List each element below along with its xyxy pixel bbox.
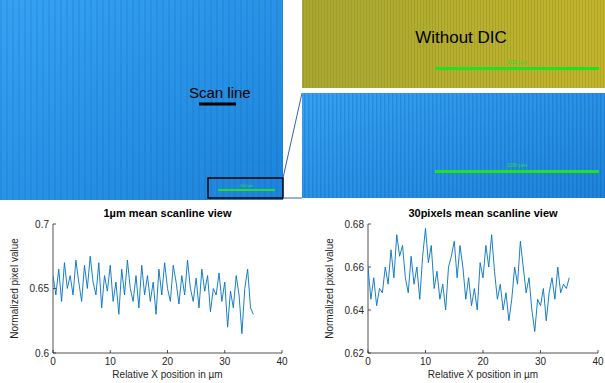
- series-line: [368, 228, 569, 331]
- x-tick-label: 30: [535, 356, 547, 367]
- x-tick-label: 0: [50, 356, 56, 367]
- x-tick: [167, 350, 168, 353]
- x-tick-label: 40: [592, 356, 604, 367]
- scan-line: [199, 103, 236, 106]
- x-tick: [483, 350, 484, 353]
- scale-bar: [435, 67, 599, 70]
- zoom-no-dic-texture: [302, 0, 605, 88]
- x-tick: [224, 350, 225, 353]
- zoom-connector: [283, 93, 302, 178]
- y-tick-label: 0.65: [30, 283, 50, 294]
- chart-title: 1µm mean scanline view: [103, 207, 231, 219]
- scale-bar: [435, 170, 599, 173]
- x-axis-label: Relative X position in µm: [428, 369, 538, 380]
- chart: 0 10 20 30 40 0.6 0.65 0.7 1µm mean scanline vie…: [9, 207, 288, 380]
- y-tick: [53, 353, 56, 354]
- x-tick: [425, 350, 426, 353]
- x-tick-label: 30: [219, 356, 231, 367]
- zoom-no-dic-image: [302, 0, 605, 88]
- x-tick: [53, 350, 54, 353]
- x-tick-label: 20: [477, 356, 489, 367]
- y-tick-label: 0.68: [345, 219, 365, 230]
- x-tick: [368, 350, 369, 353]
- y-tick-label: 0.7: [35, 219, 49, 230]
- y-tick-label: 0.66: [345, 262, 365, 273]
- scale-bar-label: 100 µm: [507, 59, 527, 65]
- scale-bar-label: 100 µm: [240, 183, 254, 188]
- x-tick-label: 0: [365, 356, 371, 367]
- y-tick: [368, 310, 371, 311]
- without-dic-label: Without DIC: [415, 28, 507, 47]
- main-image-texture: [0, 0, 283, 200]
- y-axis: [368, 224, 369, 353]
- x-tick: [540, 350, 541, 353]
- x-tick-label: 20: [162, 356, 174, 367]
- scale-bar: [218, 189, 275, 191]
- chart-title: 30pixels mean scanline view: [408, 207, 558, 219]
- zoom-dic-image: [302, 93, 605, 198]
- zoom-connector: [283, 198, 302, 199]
- x-tick: [110, 350, 111, 353]
- y-tick: [368, 224, 371, 225]
- scale-bar-label: 100 µm: [507, 162, 527, 168]
- x-tick-label: 40: [276, 356, 288, 367]
- x-axis-label: Relative X position in µm: [112, 369, 222, 380]
- y-tick-label: 0.62: [345, 348, 365, 359]
- y-tick-label: 0.6: [35, 348, 49, 359]
- y-tick-label: 0.64: [345, 305, 365, 316]
- zoom-dic-texture: [302, 93, 605, 198]
- y-tick: [53, 224, 56, 225]
- plot-area: [53, 256, 253, 333]
- y-axis-label: Normalized pixel value: [9, 238, 20, 339]
- x-tick: [282, 350, 283, 353]
- y-axis-label: Normalized pixel value: [324, 238, 335, 339]
- figure: Scan line 100 µm Without DIC 100 µm 100 µm 0 1…: [0, 0, 605, 383]
- x-tick: [598, 350, 599, 353]
- y-tick: [368, 353, 371, 354]
- x-tick-label: 10: [105, 356, 117, 367]
- main-image: [0, 0, 283, 200]
- plot-area: [368, 228, 569, 331]
- series-line: [53, 256, 253, 333]
- zoom-box: [208, 178, 283, 198]
- scan-line-label: Scan line: [189, 84, 251, 101]
- x-tick-label: 10: [420, 356, 432, 367]
- chart: 0 10 20 30 40 0.62 0.64 0.66 0.68 30pixels mean s…: [324, 207, 604, 380]
